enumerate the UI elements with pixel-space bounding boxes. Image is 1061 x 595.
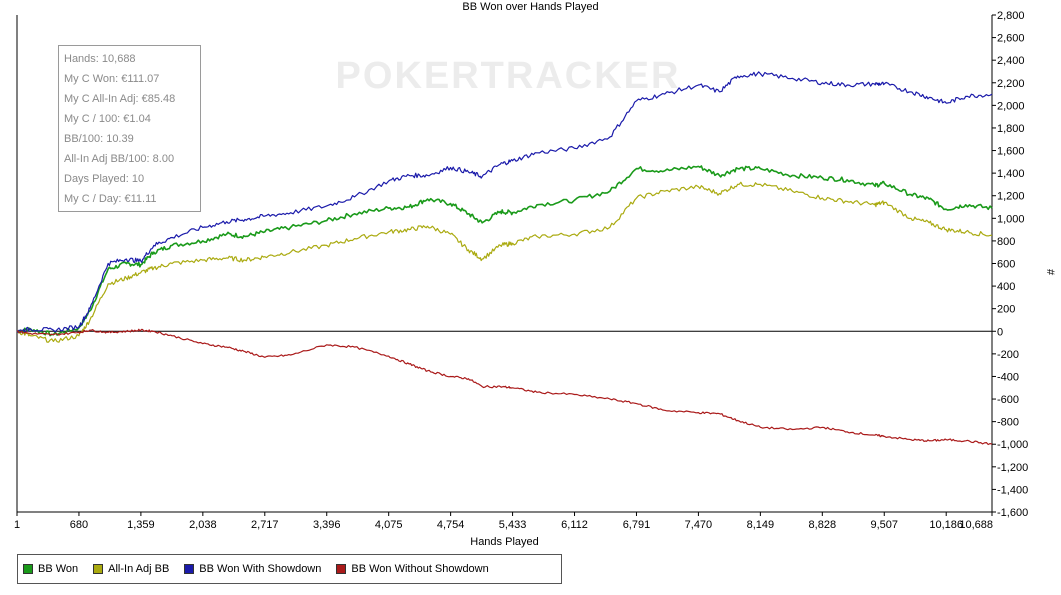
legend-item-allin-adj-bb[interactable]: All-In Adj BB bbox=[93, 563, 169, 575]
info-days-played: Days Played: 10 bbox=[64, 173, 145, 185]
x-tick-label: 6,112 bbox=[561, 519, 588, 531]
y-tick-label: 1,200 bbox=[997, 191, 1025, 203]
x-tick-label: 4,754 bbox=[437, 519, 465, 531]
info-won: My C Won: €111.07 bbox=[64, 73, 160, 85]
legend-label: All-In Adj BB bbox=[108, 563, 170, 575]
y-tick-label: -1,600 bbox=[997, 507, 1028, 519]
y-tick-label: -1,200 bbox=[997, 462, 1028, 474]
series-lines bbox=[16, 71, 993, 446]
x-tick-label: 8,828 bbox=[809, 519, 837, 531]
legend-swatch bbox=[23, 564, 33, 574]
series-line-bb-won bbox=[16, 165, 993, 337]
y-tick-label: 1,600 bbox=[997, 146, 1025, 158]
series-line-bb-won-without-showdown bbox=[16, 328, 993, 446]
y-tick-label: 400 bbox=[997, 281, 1015, 293]
series-line-bb-won-with-showdown bbox=[16, 71, 993, 333]
y-tick-label: 2,200 bbox=[997, 78, 1025, 90]
y-tick-label: -400 bbox=[997, 371, 1019, 383]
info-allin-bb-100: All-In Adj BB/100: 8.00 bbox=[64, 153, 175, 165]
stats-info-box: Hands: 10,688 My C Won: €111.07 My C All… bbox=[58, 45, 201, 212]
x-tick-label: 6,791 bbox=[623, 519, 651, 531]
x-tick-label: 2,717 bbox=[251, 519, 279, 531]
legend-item-bb-won[interactable]: BB Won bbox=[23, 563, 78, 575]
x-tick-label: 1,359 bbox=[127, 519, 155, 531]
series-line-all-in-adj-bb bbox=[16, 181, 993, 343]
info-allin-adj: My C All-In Adj: €85.48 bbox=[64, 93, 176, 105]
legend-label: BB Won bbox=[38, 563, 79, 575]
info-bb-100: BB/100: 10.39 bbox=[64, 133, 134, 145]
y-tick-label: 200 bbox=[997, 304, 1015, 316]
x-tick-label: 9,507 bbox=[870, 519, 898, 531]
x-tick-label: 10,186 bbox=[929, 519, 963, 531]
y-tick-label: 2,000 bbox=[997, 100, 1025, 112]
x-tick-label: 1 bbox=[14, 519, 20, 531]
y-tick-label: -1,000 bbox=[997, 439, 1028, 451]
y-tick-label: -600 bbox=[997, 394, 1019, 406]
legend-label: BB Won With Showdown bbox=[199, 563, 322, 575]
y-tick-label: 1,800 bbox=[997, 123, 1025, 135]
x-tick-label: 8,149 bbox=[747, 519, 775, 531]
legend-swatch bbox=[184, 564, 195, 574]
y-tick-label: 2,800 bbox=[997, 10, 1025, 22]
x-tick-label: 3,396 bbox=[313, 519, 341, 531]
y-tick-label: -800 bbox=[997, 417, 1019, 429]
y-tick-label: 1,000 bbox=[997, 213, 1025, 225]
legend-label: BB Won Without Showdown bbox=[351, 563, 489, 575]
legend-item-bb-won-showdown[interactable]: BB Won With Showdown bbox=[184, 563, 321, 575]
x-tick-label: 7,470 bbox=[685, 519, 713, 531]
y-tick-label: 1,400 bbox=[997, 168, 1025, 180]
y-tick-label: 800 bbox=[997, 236, 1015, 248]
x-tick-label: 2,038 bbox=[189, 519, 217, 531]
x-axis-label: Hands Played bbox=[470, 536, 539, 548]
y-tick-label: 2,600 bbox=[997, 33, 1025, 45]
x-tick-label: 5,433 bbox=[499, 519, 527, 531]
x-tick-label: 680 bbox=[70, 519, 88, 531]
y-tick-label: 2,400 bbox=[997, 55, 1025, 67]
y-tick-label: -200 bbox=[997, 349, 1019, 361]
legend-swatch bbox=[336, 564, 347, 574]
info-per-100: My C / 100: €1.04 bbox=[64, 113, 151, 125]
y-tick-label: 0 bbox=[997, 326, 1003, 338]
info-per-day: My C / Day: €11.11 bbox=[64, 193, 157, 205]
y-tick-label: -1,400 bbox=[997, 484, 1028, 496]
watermark: POKERTRACKER bbox=[336, 55, 681, 97]
legend-item-bb-won-no-showdown[interactable]: BB Won Without Showdown bbox=[336, 563, 489, 575]
legend-swatch bbox=[93, 564, 104, 574]
x-tick-label: 4,075 bbox=[375, 519, 403, 531]
y-axis-label: # bbox=[1044, 269, 1056, 276]
x-tick-label: 10,688 bbox=[959, 519, 993, 531]
chart-title: BB Won over Hands Played bbox=[462, 1, 599, 13]
axes: 2,800 2,600 2,400 2,200 2,000 1,800 1,600 1,400… bbox=[14, 10, 1056, 531]
info-hands: Hands: 10,688 bbox=[64, 53, 136, 65]
y-tick-label: 600 bbox=[997, 259, 1015, 271]
chart-legend: BB Won All-In Adj BB BB Won With Showdow… bbox=[17, 554, 562, 584]
watermark-text: POKERTRACKER bbox=[336, 55, 681, 97]
